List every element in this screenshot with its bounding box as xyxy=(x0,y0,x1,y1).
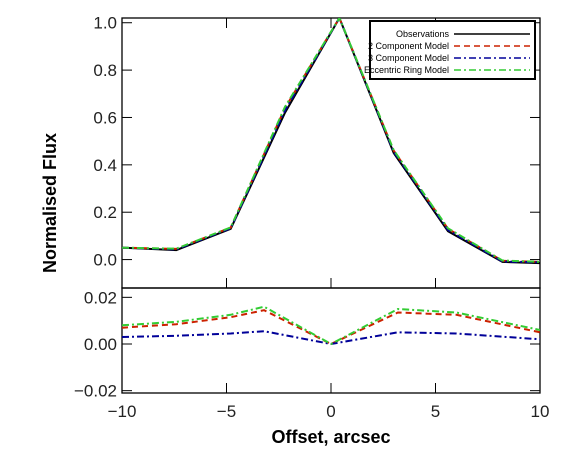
y-axis-title: Normalised Flux xyxy=(40,133,60,273)
legend-label: Observations xyxy=(396,29,450,39)
y-tick-label: 0.2 xyxy=(93,203,117,222)
residual-series-line-2 xyxy=(122,330,540,346)
y-tick-label: 0.8 xyxy=(93,61,117,80)
x-tick-label: −10 xyxy=(108,402,137,421)
legend-box xyxy=(369,20,536,80)
residual-panel-frame xyxy=(121,287,541,394)
y-tick-label: 1.0 xyxy=(93,14,117,33)
x-axis-title: Offset, arcsec xyxy=(271,427,390,447)
y-tick-label: 0.0 xyxy=(93,251,117,270)
legend-label: 3 Component Model xyxy=(368,53,449,63)
x-tick-label: 10 xyxy=(531,402,550,421)
x-tick-label: −5 xyxy=(217,402,236,421)
residual-y-tick-label: 0.00 xyxy=(84,335,117,354)
legend-label: 2 Component Model xyxy=(368,41,449,51)
legend-label: Eccentric Ring Model xyxy=(364,65,449,75)
residual-series-line-3 xyxy=(122,305,540,346)
x-tick-label: 0 xyxy=(326,402,335,421)
main-series-line-3 xyxy=(122,18,540,264)
y-tick-label: 0.6 xyxy=(93,108,117,127)
residual-y-tick-label: 0.02 xyxy=(84,288,117,307)
residual-series-line-1 xyxy=(122,309,540,346)
x-tick-label: 5 xyxy=(431,402,440,421)
y-tick-label: 0.4 xyxy=(93,156,117,175)
residual-y-tick-label: −0.02 xyxy=(74,382,117,401)
main-series-line-2 xyxy=(122,18,540,263)
